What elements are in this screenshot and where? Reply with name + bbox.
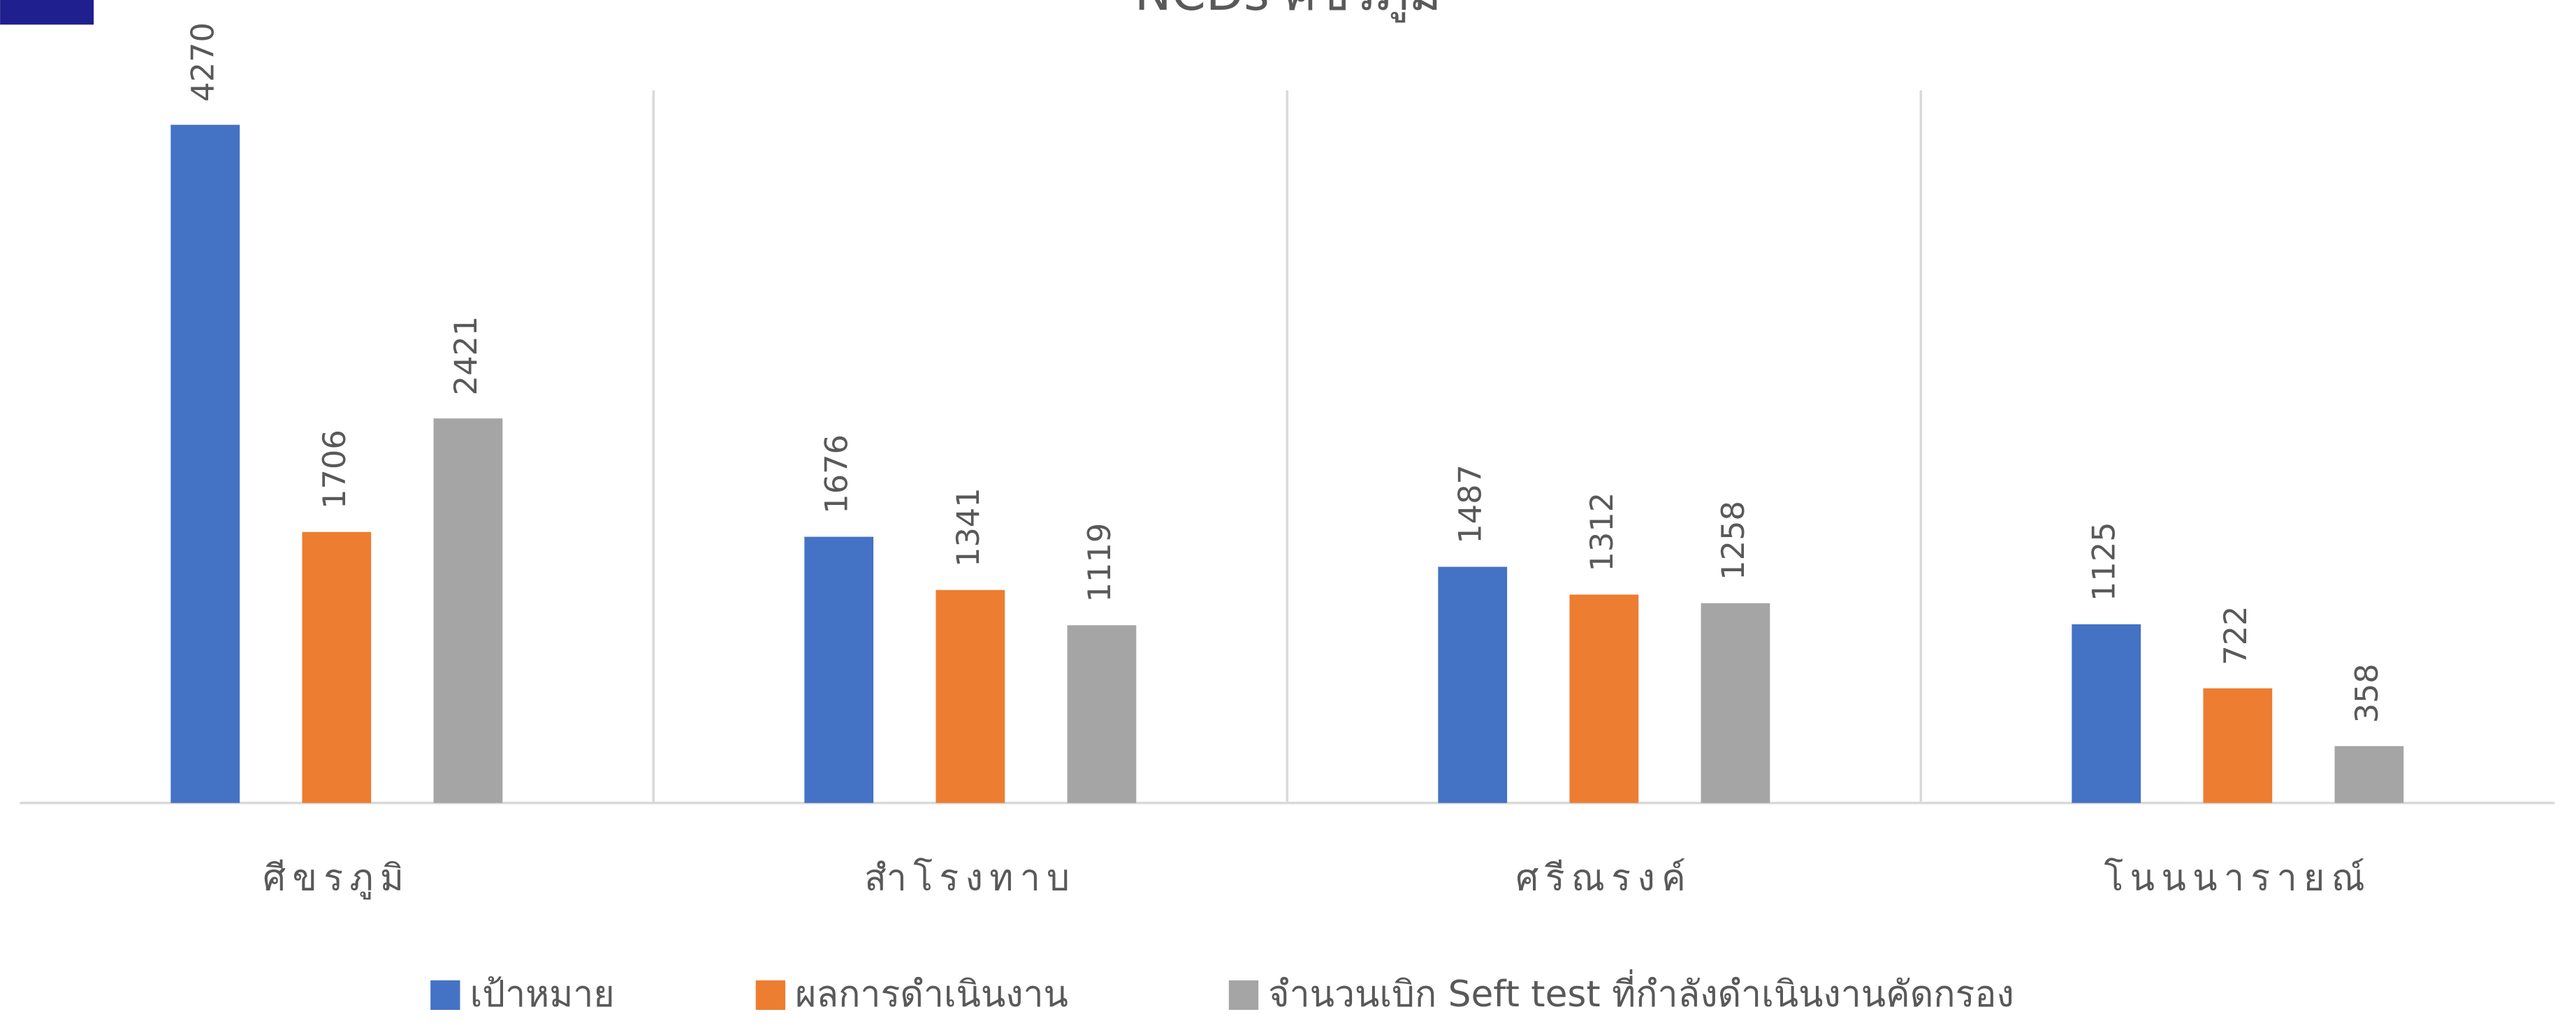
legend-label: เป้าหมาย bbox=[470, 974, 615, 1015]
bar bbox=[2334, 746, 2404, 803]
x-tick-label: สำโรงทาบ bbox=[864, 857, 1076, 899]
data-label: 1706 bbox=[316, 430, 353, 509]
data-label: 1125 bbox=[2086, 522, 2123, 601]
data-label: 4270 bbox=[185, 22, 221, 102]
legend-label: จำนวนเบิก Seft test ที่กำลังดำเนินงานคัด… bbox=[1268, 969, 2014, 1015]
bar bbox=[1067, 625, 1137, 803]
data-label: 358 bbox=[2349, 663, 2385, 723]
bar bbox=[2072, 624, 2141, 803]
bar bbox=[1438, 566, 1508, 803]
bar bbox=[2203, 688, 2273, 803]
data-label: 1676 bbox=[819, 434, 855, 514]
legend-swatch bbox=[755, 980, 786, 1011]
data-label: 2421 bbox=[448, 316, 484, 396]
bar bbox=[1569, 594, 1639, 803]
x-tick-label: ศรีณรงค์ bbox=[1515, 857, 1692, 899]
data-label: 1119 bbox=[1082, 523, 1118, 603]
bar bbox=[936, 589, 1005, 803]
bar bbox=[302, 531, 372, 803]
x-tick-label: โนนนารายณ์ bbox=[2104, 857, 2372, 899]
data-label: 1487 bbox=[1453, 464, 1489, 544]
bar bbox=[433, 418, 503, 803]
bar bbox=[1701, 603, 1770, 803]
corner-block bbox=[0, 0, 94, 25]
bar bbox=[170, 124, 240, 803]
legend-swatch bbox=[1228, 980, 1259, 1011]
bar bbox=[804, 536, 874, 803]
x-tick-label: ศีขรภูมิ bbox=[263, 857, 410, 900]
legend-label: ผลการดำเนินงาน bbox=[795, 974, 1068, 1015]
data-label: 1312 bbox=[1584, 492, 1620, 572]
data-label: 1258 bbox=[1715, 501, 1752, 580]
data-label: 1341 bbox=[950, 487, 987, 567]
chart-title: NCDs ศีขรภูมิ bbox=[1135, 0, 1441, 23]
legend-swatch bbox=[430, 980, 460, 1011]
data-label: 722 bbox=[2218, 605, 2254, 665]
